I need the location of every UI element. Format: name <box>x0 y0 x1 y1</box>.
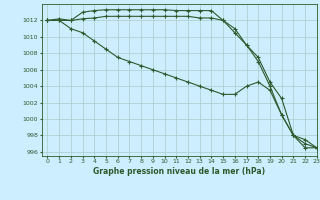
X-axis label: Graphe pression niveau de la mer (hPa): Graphe pression niveau de la mer (hPa) <box>93 167 265 176</box>
